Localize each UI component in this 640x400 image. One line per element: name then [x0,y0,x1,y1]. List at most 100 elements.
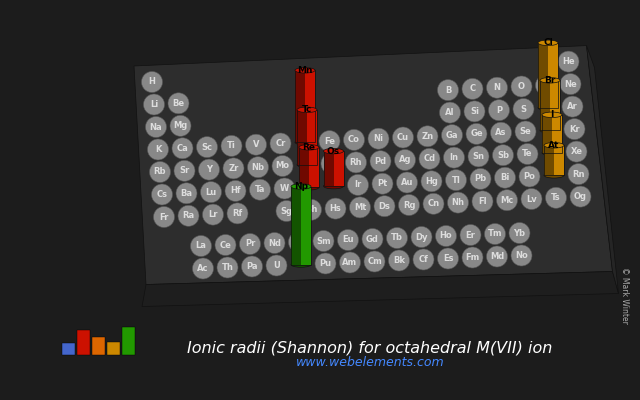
Circle shape [362,228,383,250]
Text: Fe: Fe [324,137,335,146]
Bar [92,337,105,355]
Text: Bi: Bi [500,173,509,182]
Text: Pb: Pb [474,174,486,183]
Text: Br: Br [544,76,556,85]
Text: Tl: Tl [452,176,460,185]
Text: Ba: Ba [180,189,193,198]
Text: Ir: Ir [355,180,362,190]
Bar [122,327,135,355]
Text: Xe: Xe [570,147,582,156]
Text: Lr: Lr [208,210,218,219]
Circle shape [468,146,489,167]
Circle shape [447,192,468,213]
Text: Rn: Rn [572,170,585,178]
Text: Sb: Sb [497,151,509,160]
Circle shape [486,77,508,98]
Text: Ti: Ti [227,141,236,150]
Circle shape [472,191,493,212]
Polygon shape [134,46,612,284]
Circle shape [440,102,461,123]
Ellipse shape [295,140,315,145]
Circle shape [545,187,566,208]
Text: Pd: Pd [374,157,387,166]
Text: V: V [253,140,259,149]
Text: Sr: Sr [179,166,189,175]
Circle shape [315,253,336,274]
Circle shape [193,258,214,279]
Circle shape [462,247,483,268]
Ellipse shape [540,78,560,83]
Circle shape [289,232,310,252]
Circle shape [495,167,515,188]
Circle shape [423,193,444,214]
Ellipse shape [323,183,344,189]
Ellipse shape [542,112,562,118]
Text: Ge: Ge [470,129,483,138]
Circle shape [225,180,246,202]
Text: Mt: Mt [354,203,366,212]
Text: Fl: Fl [478,197,487,206]
Circle shape [486,246,508,267]
Bar [295,70,315,142]
Circle shape [145,116,166,138]
Text: W: W [280,184,289,193]
Text: I: I [550,110,554,119]
Text: H: H [148,78,156,86]
Text: Zr: Zr [228,164,239,173]
Text: Es: Es [443,254,453,263]
Circle shape [319,130,340,152]
Circle shape [417,126,438,147]
Text: Ar: Ar [567,102,578,111]
Circle shape [421,171,442,192]
Text: Na: Na [150,122,163,132]
Ellipse shape [291,262,311,267]
Text: Fm: Fm [465,253,479,262]
Text: Nd: Nd [268,238,281,248]
Text: Pa: Pa [246,262,258,271]
Circle shape [442,125,463,146]
Text: Co: Co [348,135,360,144]
Bar [544,145,564,175]
Polygon shape [586,46,618,294]
Circle shape [397,172,417,193]
Circle shape [470,168,491,190]
Bar [62,343,75,355]
Circle shape [270,133,291,154]
Text: Np: Np [294,182,308,191]
Bar [554,145,564,175]
Bar [538,43,548,108]
Text: Po: Po [524,172,536,181]
Circle shape [387,228,408,248]
Bar [544,145,554,175]
Text: Pu: Pu [319,259,332,268]
Text: Sc: Sc [202,143,212,152]
Text: Ta: Ta [255,185,265,194]
Text: Dy: Dy [415,232,428,242]
Bar [552,115,562,153]
Circle shape [493,145,513,166]
Text: Ionic radii (Shannon) for octahedral M(VII) ion: Ionic radii (Shannon) for octahedral M(V… [188,340,553,356]
Text: Nb: Nb [252,163,264,172]
Text: S: S [520,104,527,114]
Text: Kr: Kr [569,125,580,134]
Circle shape [150,162,170,182]
Circle shape [460,224,481,246]
Bar [299,147,319,187]
Bar [542,115,562,153]
Circle shape [141,72,163,92]
Text: Cl: Cl [543,38,553,47]
Circle shape [215,234,236,256]
Text: Th: Th [221,263,234,272]
Circle shape [198,159,220,180]
Text: Ac: Ac [197,264,209,273]
Text: Re: Re [303,143,316,152]
Text: Pt: Pt [378,179,388,188]
Circle shape [168,93,189,114]
Text: At: At [548,141,560,150]
Text: U: U [273,261,280,270]
Text: In: In [449,153,458,162]
Text: Sn: Sn [472,152,484,161]
Circle shape [217,257,238,278]
Text: Ne: Ne [564,80,577,89]
Circle shape [515,121,536,142]
